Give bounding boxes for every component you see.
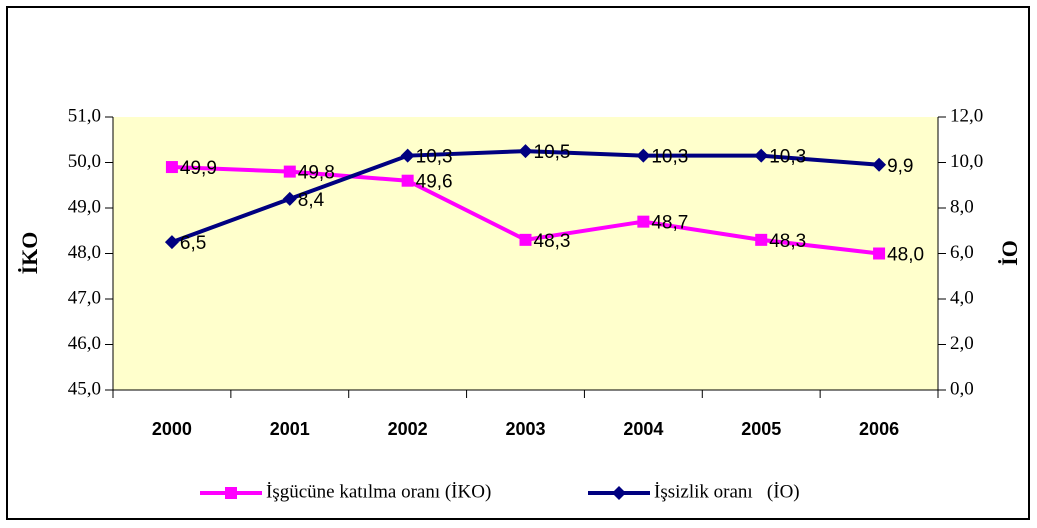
data-label: 10,3 — [769, 147, 806, 168]
y-tick-label: 51,0 — [68, 105, 101, 126]
y-axis-title: İKO — [17, 232, 42, 275]
data-label: 10,3 — [416, 147, 453, 168]
marker — [164, 235, 179, 250]
data-label: 48,7 — [651, 213, 688, 234]
x-tick-label: 2004 — [623, 419, 663, 439]
data-label: 10,5 — [534, 142, 571, 163]
marker — [400, 148, 415, 163]
y2-tick-label: 10,0 — [950, 151, 983, 172]
data-label: 6,5 — [180, 233, 206, 254]
data-label: 49,8 — [298, 163, 335, 184]
data-label: 48,3 — [769, 231, 806, 252]
y2-tick-label: 4,0 — [950, 287, 974, 308]
y-tick-label: 50,0 — [68, 151, 101, 172]
y-tick-label: 46,0 — [68, 333, 101, 354]
data-label: 49,9 — [180, 158, 217, 179]
x-tick-label: 2002 — [388, 419, 428, 439]
y-tick-label: 49,0 — [68, 196, 101, 217]
y2-tick-label: 8,0 — [950, 196, 974, 217]
x-tick-label: 2005 — [741, 419, 781, 439]
legend-label: İşsizlik oranı (İO) — [654, 481, 800, 502]
marker — [755, 233, 768, 246]
y-tick-label: 48,0 — [68, 242, 101, 263]
x-tick-label: 2006 — [859, 419, 899, 439]
plot-area — [113, 117, 938, 390]
marker — [519, 233, 532, 246]
marker — [165, 161, 178, 174]
x-tick-label: 2000 — [152, 419, 192, 439]
marker — [282, 191, 297, 206]
y2-tick-label: 2,0 — [950, 333, 974, 354]
data-label: 8,4 — [298, 190, 325, 211]
marker — [518, 144, 533, 159]
legend-marker — [225, 487, 237, 499]
x-tick-label: 2003 — [505, 419, 545, 439]
marker — [283, 165, 296, 178]
data-label: 49,6 — [416, 172, 453, 193]
marker — [636, 148, 651, 163]
data-label: 10,3 — [651, 147, 688, 168]
y-tick-label: 47,0 — [68, 287, 101, 308]
data-label: 48,0 — [887, 245, 924, 266]
y-tick-label: 45,0 — [68, 378, 101, 399]
y2-axis-title: İO — [997, 240, 1022, 266]
marker — [873, 247, 886, 260]
marker — [637, 215, 650, 228]
legend-label: İşgücüne katılma oranı (İKO) — [266, 481, 491, 502]
x-tick-label: 2001 — [270, 419, 310, 439]
legend-marker — [612, 486, 626, 500]
marker — [754, 148, 769, 163]
data-label: 48,3 — [534, 231, 571, 252]
y2-tick-label: 12,0 — [950, 105, 983, 126]
y2-tick-label: 6,0 — [950, 242, 974, 263]
marker — [401, 174, 414, 187]
data-label: 9,9 — [887, 156, 913, 177]
marker — [872, 157, 887, 172]
y2-tick-label: 0,0 — [950, 378, 974, 399]
